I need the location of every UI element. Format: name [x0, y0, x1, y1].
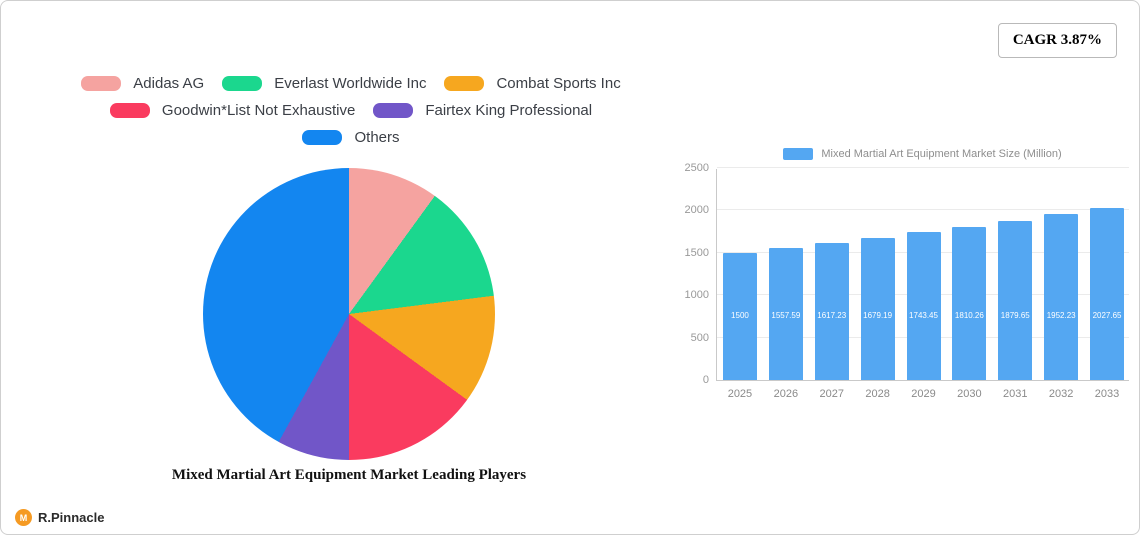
cagr-badge: CAGR 3.87% — [997, 23, 1117, 58]
legend-row: Goodwin*List Not Exhaustive Fairtex King … — [109, 102, 592, 119]
brand-m-circle-icon: M — [15, 509, 32, 526]
bar-value-label: 1879.65 — [1000, 311, 1030, 320]
brand-logo[interactable]: M R.Pinnacle — [15, 509, 104, 526]
bar-2032[interactable] — [1044, 214, 1079, 380]
x-axis-tick: 2033 — [1094, 388, 1120, 400]
pie-chart[interactable] — [203, 168, 495, 460]
legend-label: Goodwin*List Not Exhaustive — [161, 102, 356, 119]
gridline — [717, 167, 1129, 168]
x-axis-tick: 2028 — [865, 388, 890, 400]
legend-label: Everlast Worldwide Inc — [274, 75, 427, 92]
y-axis-tick: 1500 — [684, 246, 709, 259]
bar-value-label: 2027.65 — [1092, 311, 1122, 320]
legend-swatch — [373, 103, 414, 118]
x-axis-tick: 2031 — [1003, 388, 1028, 400]
bar-2033[interactable] — [1090, 208, 1125, 380]
pie-chart-title: Mixed Martial Art Equipment Market Leadi… — [171, 467, 527, 483]
bar-value-label: 1500 — [731, 311, 749, 320]
bar-2030[interactable] — [952, 226, 987, 380]
y-axis-tick: 2000 — [684, 204, 709, 217]
y-axis-tick: 2500 — [684, 162, 709, 174]
bar-plot: 0 500 1000 1500 2000 2500 1500 2025 1557.59 2026 1… — [685, 162, 1129, 400]
bar-2031[interactable] — [998, 220, 1033, 380]
x-axis-tick: 2030 — [957, 388, 982, 400]
legend-swatch — [109, 103, 150, 118]
legend-label: Others — [354, 129, 400, 146]
x-axis-tick: 2026 — [773, 388, 799, 400]
legend-swatch — [302, 130, 343, 145]
bar-2026[interactable] — [768, 247, 803, 380]
bar-2025[interactable] — [722, 252, 757, 380]
legend-item[interactable]: Fairtex King Professional — [373, 102, 592, 119]
pie-legend: Adidas AG Everlast Worldwide Inc Combat Sp… — [31, 75, 671, 146]
legend-label: Adidas AG — [133, 75, 205, 92]
y-axis-tick: 500 — [690, 331, 709, 344]
legend-item[interactable]: Combat Sports Inc — [444, 75, 621, 92]
bar-2027[interactable] — [814, 242, 849, 380]
bar-value-label: 1679.19 — [863, 311, 893, 320]
bar-chart-legend[interactable]: Mixed Martial Art Equipment Market Size … — [716, 148, 1129, 160]
gridline — [717, 209, 1129, 211]
bar-value-label: 1557.59 — [771, 311, 801, 320]
legend-item[interactable]: Adidas AG — [81, 75, 204, 92]
bar-legend-label: Mixed Martial Art Equipment Market Size … — [821, 148, 1062, 160]
x-axis-tick: 2029 — [911, 388, 936, 400]
bar-value-label: 1952.23 — [1046, 311, 1076, 320]
bar-legend-swatch — [783, 148, 814, 160]
bar-2028[interactable] — [860, 237, 895, 380]
x-axis-tick: 2027 — [819, 388, 844, 400]
legend-item[interactable]: Goodwin*List Not Exhaustive — [109, 102, 356, 119]
legend-swatch — [81, 76, 122, 91]
legend-label: Fairtex King Professional — [425, 102, 593, 119]
legend-item[interactable]: Everlast Worldwide Inc — [222, 75, 426, 92]
x-axis-tick: 2025 — [727, 388, 753, 400]
legend-row: Others — [302, 129, 400, 146]
bar-2029[interactable] — [906, 232, 941, 380]
y-axis-tick: 1000 — [684, 289, 709, 302]
legend-swatch — [222, 76, 263, 91]
y-axis-tick: 0 — [702, 374, 709, 386]
bar-value-label: 1810.26 — [954, 311, 984, 320]
legend-row: Adidas AG Everlast Worldwide Inc Combat Sp… — [81, 75, 621, 92]
brand-name: R.Pinnacle — [38, 510, 105, 525]
x-axis-tick: 2032 — [1048, 388, 1074, 400]
bar-value-label: 1743.45 — [909, 311, 938, 320]
legend-label: Combat Sports Inc — [496, 75, 621, 92]
bar-value-label: 1617.23 — [817, 311, 847, 320]
legend-swatch — [444, 76, 485, 91]
legend-item[interactable]: Others — [302, 129, 400, 146]
